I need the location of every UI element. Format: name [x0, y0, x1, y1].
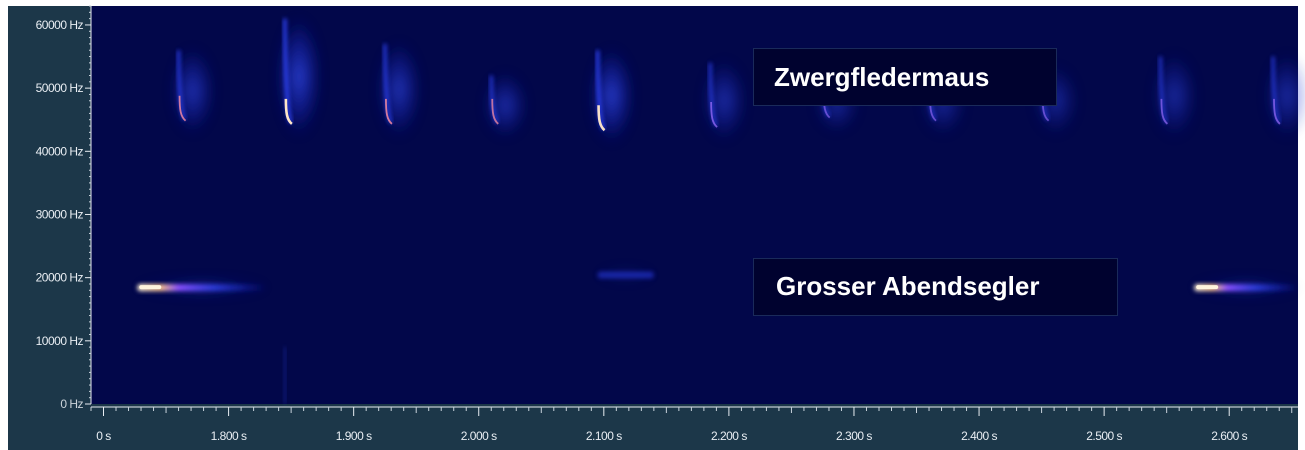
call-low-peak	[1196, 285, 1219, 290]
call-high-peak	[385, 98, 393, 125]
call-high-sweep	[383, 43, 393, 124]
call-high-peak	[710, 102, 718, 128]
x-tick-label: 2.600 s	[1211, 429, 1247, 443]
annotation-grosser-abendsegler: Grosser Abendsegler	[753, 258, 1118, 316]
call-high-glow	[483, 71, 528, 139]
call-low-band	[137, 284, 267, 292]
call-high-3	[376, 39, 421, 139]
y-tick-label: 40000 Hz	[36, 144, 84, 158]
y-tick-label: 30000 Hz	[36, 207, 84, 221]
call-low-peak	[139, 285, 162, 290]
x-tick-label: 2.100 s	[586, 429, 622, 443]
x-tick-label: 2.400 s	[961, 429, 997, 443]
call-high-2	[276, 14, 321, 139]
call-low-1	[131, 277, 273, 298]
call-high-sweep	[176, 50, 187, 121]
y-tick-label: 20000 Hz	[36, 271, 84, 285]
call-high-sweep	[283, 18, 293, 124]
call-high-5	[589, 46, 634, 146]
call-high-sweep	[595, 50, 606, 130]
call-high-peak	[597, 105, 606, 132]
x-tick-label: 2.300 s	[836, 429, 872, 443]
x-tick-label: 2.200 s	[711, 429, 747, 443]
call-high-6	[702, 58, 747, 143]
call-high-sweep	[708, 62, 718, 127]
call-low-band	[597, 271, 654, 279]
call-high-4	[483, 71, 528, 139]
spectrogram-background	[91, 6, 1298, 404]
call-low-band	[1194, 284, 1298, 292]
call-low-3	[1188, 277, 1304, 298]
y-tick-label: 0 Hz	[60, 397, 83, 411]
x-tick-label: 1.800 s	[211, 429, 247, 443]
call-high-peak	[1273, 98, 1281, 125]
noise-streak	[283, 347, 286, 404]
call-high-peak	[284, 98, 293, 125]
call-high-sweep	[1158, 56, 1168, 124]
y-tick-label: 60000 Hz	[36, 18, 84, 32]
call-high-11	[1264, 52, 1305, 139]
call-high-1	[170, 46, 215, 136]
y-tick-label: 50000 Hz	[36, 81, 84, 95]
call-high-peak	[1160, 98, 1169, 125]
x-tick-label: 0 s	[96, 429, 111, 443]
y-tick-label: 10000 Hz	[36, 334, 84, 348]
call-high-peak	[491, 98, 499, 125]
x-tick-label: 2.000 s	[461, 429, 497, 443]
call-high-10	[1152, 52, 1197, 139]
call-high-peak	[178, 95, 187, 122]
x-tick-label: 1.900 s	[336, 429, 372, 443]
x-tick-label: 2.500 s	[1086, 429, 1122, 443]
call-low-2	[591, 264, 660, 285]
annotation-zwergfledermaus: Zwergfledermaus	[753, 48, 1057, 106]
call-high-sweep	[1271, 56, 1281, 124]
